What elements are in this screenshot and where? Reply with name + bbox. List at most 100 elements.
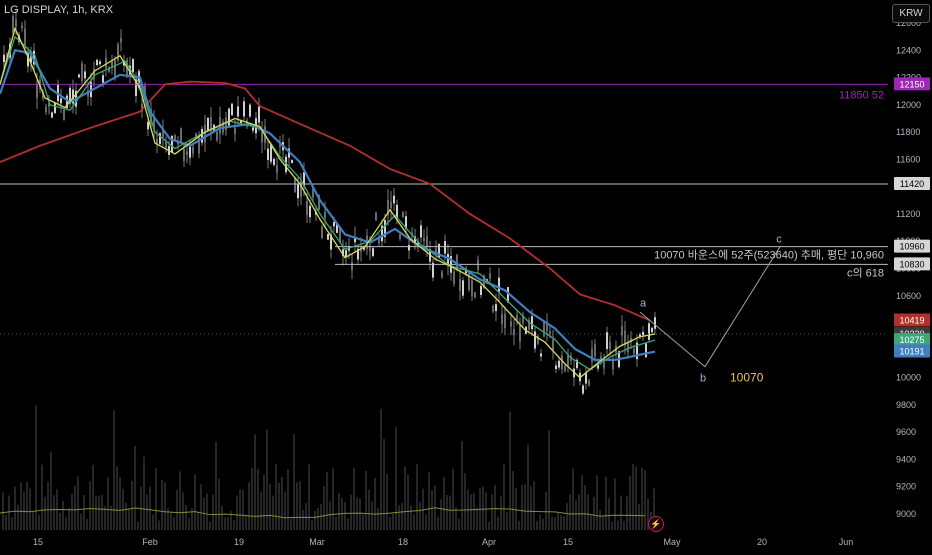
volume-bar bbox=[128, 509, 130, 530]
candle-body bbox=[66, 95, 68, 109]
volume-bar bbox=[101, 494, 103, 530]
volume-bar bbox=[182, 492, 184, 530]
volume-bar bbox=[215, 441, 217, 530]
currency-button[interactable]: KRW bbox=[892, 4, 930, 23]
candle-body bbox=[309, 205, 311, 218]
volume-bar bbox=[290, 518, 292, 530]
candle-body bbox=[276, 164, 278, 173]
volume-bar bbox=[533, 481, 535, 530]
candle-body bbox=[321, 226, 323, 239]
volume-bar bbox=[314, 510, 316, 530]
y-tick-label: 9800 bbox=[896, 400, 916, 410]
candle-body bbox=[285, 156, 287, 173]
volume-bar bbox=[542, 518, 544, 530]
candle-body bbox=[87, 90, 89, 97]
volume-bar bbox=[545, 492, 547, 530]
volume-bar bbox=[32, 511, 34, 530]
candle-body bbox=[495, 304, 497, 312]
candle-body bbox=[186, 151, 188, 155]
volume-bar bbox=[242, 490, 244, 530]
volume-bar bbox=[173, 517, 175, 530]
volume-bar bbox=[239, 489, 241, 530]
candle-body bbox=[78, 74, 80, 78]
candle-body bbox=[372, 248, 374, 257]
y-tick-label: 9400 bbox=[896, 454, 916, 464]
y-tick-label: 10000 bbox=[896, 373, 921, 383]
candle-body bbox=[48, 102, 50, 107]
volume-bar bbox=[269, 483, 271, 530]
candle-body bbox=[561, 355, 563, 370]
candle-body bbox=[648, 323, 650, 340]
volume-bar bbox=[179, 471, 181, 530]
candle-body bbox=[327, 233, 329, 240]
candle-body bbox=[45, 106, 47, 113]
candle-body bbox=[642, 331, 644, 336]
price-tag-label: 10191 bbox=[899, 347, 924, 357]
candle-body bbox=[156, 138, 158, 145]
volume-bar bbox=[578, 494, 580, 530]
candle-body bbox=[585, 372, 587, 384]
candle-body bbox=[537, 335, 539, 344]
candle-body bbox=[612, 360, 614, 370]
candle-body bbox=[531, 316, 533, 330]
volume-bar bbox=[383, 439, 385, 530]
candle-body bbox=[420, 225, 422, 238]
volume-bar bbox=[548, 430, 550, 530]
candle-body bbox=[180, 128, 182, 143]
volume-bar bbox=[53, 495, 55, 530]
volume-bar bbox=[263, 474, 265, 530]
volume-bar bbox=[257, 468, 259, 530]
volume-bar bbox=[116, 466, 118, 530]
candle-body bbox=[303, 172, 305, 187]
candle-body bbox=[105, 57, 107, 69]
volume-bar bbox=[491, 494, 493, 530]
volume-bar bbox=[488, 521, 490, 530]
volume-bar bbox=[71, 493, 73, 530]
volume-bar bbox=[305, 503, 307, 530]
volume-bar bbox=[446, 495, 448, 530]
price-tag-label: 10419 bbox=[899, 315, 924, 325]
candle-body bbox=[378, 237, 380, 243]
volume-bar bbox=[41, 464, 43, 530]
candle-body bbox=[234, 127, 236, 135]
wave-label-b: b bbox=[700, 373, 706, 385]
volume-bar bbox=[590, 515, 592, 530]
volume-bar bbox=[83, 494, 85, 530]
volume-bar bbox=[602, 515, 604, 530]
candle-body bbox=[3, 54, 5, 63]
volume-bar bbox=[419, 501, 421, 530]
volume-bar bbox=[98, 495, 100, 530]
y-tick-label: 9600 bbox=[896, 427, 916, 437]
candle-body bbox=[258, 106, 260, 123]
candle-body bbox=[471, 280, 473, 297]
candle-body bbox=[261, 131, 263, 143]
volume-bar bbox=[35, 405, 37, 530]
volume-bar bbox=[635, 466, 637, 530]
volume-bar bbox=[539, 514, 541, 530]
volume-bar bbox=[221, 505, 223, 530]
volume-bar bbox=[296, 482, 298, 530]
volume-bar bbox=[380, 408, 382, 530]
volume-bar bbox=[524, 484, 526, 530]
candle-body bbox=[522, 315, 524, 323]
candle-body bbox=[552, 339, 554, 350]
volume-bar bbox=[293, 433, 295, 530]
candle-body bbox=[159, 133, 161, 144]
volume-bar bbox=[617, 520, 619, 530]
x-tick-label: 20 bbox=[757, 537, 767, 547]
level-annotation: 11850 52 bbox=[839, 89, 884, 101]
lightning-icon[interactable]: ⚡ bbox=[648, 516, 664, 532]
volume-bar bbox=[425, 514, 427, 530]
candle-body bbox=[15, 19, 17, 27]
volume-bar bbox=[272, 495, 274, 530]
symbol-title: LG DISPLAY, 1h, KRX bbox=[4, 4, 114, 16]
volume-bar bbox=[413, 514, 415, 530]
candle-body bbox=[345, 250, 347, 257]
volume-bar bbox=[437, 516, 439, 530]
volume-bar bbox=[620, 495, 622, 530]
volume-bar bbox=[506, 511, 508, 530]
candle-body bbox=[432, 262, 434, 278]
volume-bar bbox=[401, 502, 403, 530]
